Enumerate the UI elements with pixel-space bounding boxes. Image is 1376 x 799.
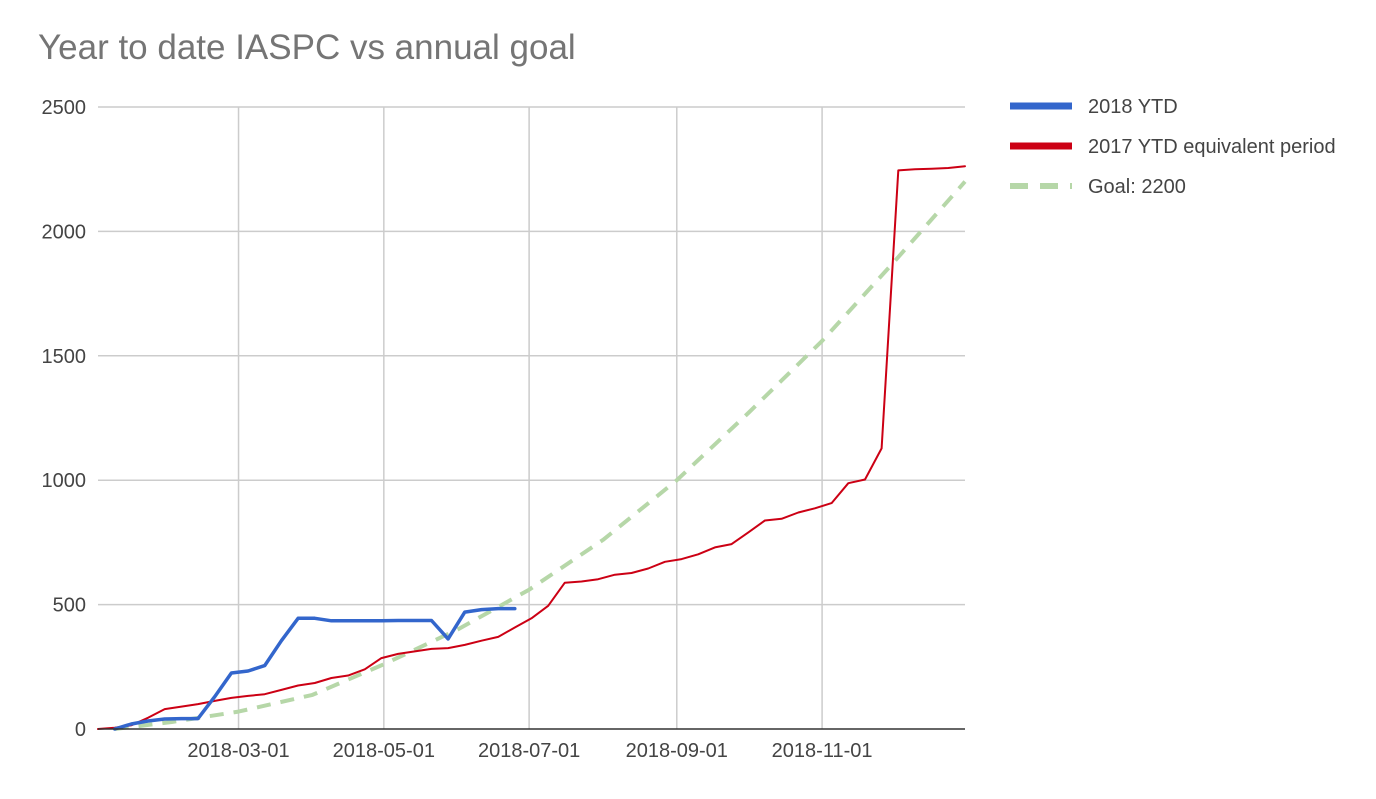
x-tick-label: 2018-11-01 (772, 740, 873, 762)
y-tick-label: 500 (53, 595, 86, 617)
legend-label: 2018 YTD (1088, 96, 1178, 118)
x-tick-label: 2018-07-01 (478, 740, 580, 762)
series-line-ytd-2017 (97, 165, 966, 730)
legend-label: 2017 YTD equivalent period (1088, 136, 1336, 158)
chart-title: Year to date IASPC vs annual goal (38, 28, 576, 67)
series-line-ytd-2018 (112, 606, 517, 731)
legend-label: Goal: 2200 (1088, 176, 1186, 198)
axes: 0 500 1000 1500 2000 2500 2018-03-01 2018-05-01… (42, 97, 965, 762)
y-tick-label: 2000 (42, 221, 87, 243)
grid (98, 106, 965, 729)
x-tick-label: 2018-05-01 (333, 740, 435, 762)
legend: 2018 YTD 2017 YTD equivalent period Goal: … (1010, 96, 1336, 198)
x-tick-label: 2018-03-01 (187, 740, 289, 762)
series-lines (97, 165, 967, 731)
x-tick-label: 2018-09-01 (626, 740, 728, 762)
series-line-goal (114, 180, 967, 731)
y-tick-label: 1000 (42, 470, 87, 492)
y-tick-label: 2500 (42, 97, 87, 119)
y-tick-label: 0 (75, 719, 86, 741)
y-tick-label: 1500 (42, 346, 87, 368)
